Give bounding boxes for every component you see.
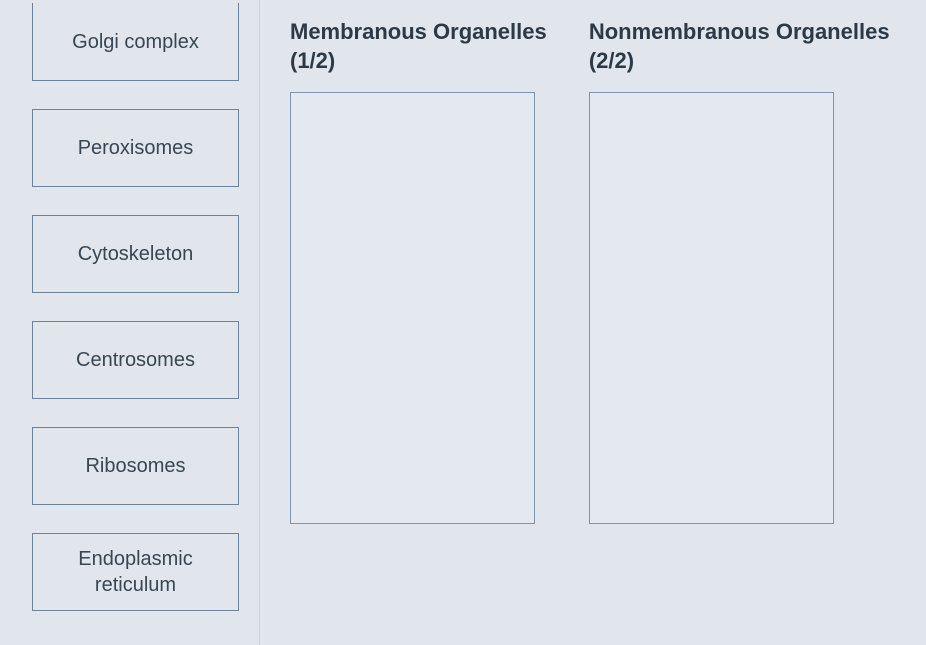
drop-zone-title: Membranous Organelles (1/2)	[290, 18, 559, 76]
drag-item-cytoskeleton[interactable]: Cytoskeleton	[32, 215, 239, 293]
source-items-column: Golgi complex Peroxisomes Cytoskeleton C…	[0, 0, 260, 645]
drop-target-area: Membranous Organelles (1/2) Nonmembranou…	[260, 0, 926, 645]
drop-zone-membranous[interactable]	[290, 92, 535, 524]
drag-item-golgi-complex[interactable]: Golgi complex	[32, 3, 239, 81]
drop-zone-nonmembranous[interactable]	[589, 92, 834, 524]
drag-item-label: Peroxisomes	[78, 135, 194, 161]
drag-item-label: Centrosomes	[76, 347, 195, 373]
drag-item-label: Cytoskeleton	[78, 241, 194, 267]
drag-drop-exercise: Golgi complex Peroxisomes Cytoskeleton C…	[0, 0, 926, 645]
drag-item-centrosomes[interactable]: Centrosomes	[32, 321, 239, 399]
drag-item-label: Ribosomes	[85, 453, 185, 479]
drop-zone-container-membranous: Membranous Organelles (1/2)	[290, 18, 559, 625]
drag-item-peroxisomes[interactable]: Peroxisomes	[32, 109, 239, 187]
drop-zone-title: Nonmembranous Organelles (2/2)	[589, 18, 896, 76]
drag-item-ribosomes[interactable]: Ribosomes	[32, 427, 239, 505]
drag-item-endoplasmic-reticulum[interactable]: Endoplasmic reticulum	[32, 533, 239, 611]
drop-zone-container-nonmembranous: Nonmembranous Organelles (2/2)	[589, 18, 896, 625]
drag-item-label: Golgi complex	[72, 29, 199, 55]
drag-item-label: Endoplasmic reticulum	[41, 546, 230, 598]
